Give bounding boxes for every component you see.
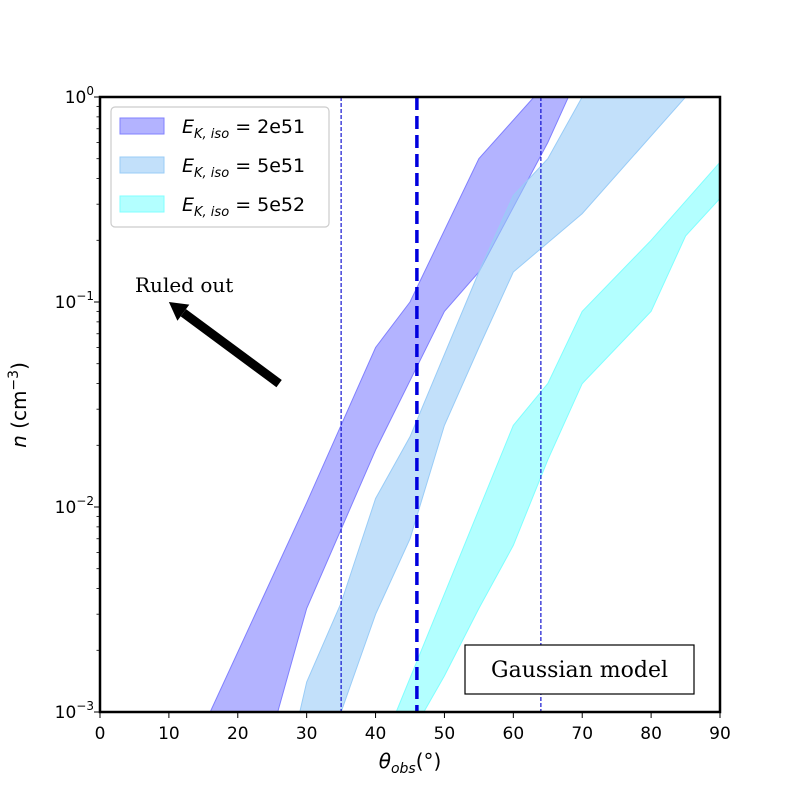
- model-label: Gaussian model: [491, 658, 668, 683]
- x-tick-label: 30: [296, 724, 318, 744]
- band-series-3: [395, 161, 720, 712]
- x-tick-label: 80: [640, 724, 662, 744]
- x-tick-label: 60: [503, 724, 525, 744]
- plot-frame: [98, 95, 722, 714]
- x-axis-ticks: 0 10 20 30 40 50 60 70 80 90: [95, 712, 731, 744]
- y-tick-label: 10−2: [55, 494, 94, 518]
- angle-reference-lines: [340, 97, 542, 712]
- y-tick-label: 10−1: [55, 289, 94, 313]
- legend-swatch-2: [119, 156, 165, 174]
- confidence-bands: [209, 97, 720, 712]
- ruled-out-arrow: [168, 302, 282, 388]
- x-tick-label: 90: [709, 724, 731, 744]
- x-tick-label: 0: [95, 724, 106, 744]
- legend-label-2: EK, iso = 5e51: [182, 155, 305, 181]
- x-tick-label: 20: [227, 724, 249, 744]
- band-series-1: [209, 97, 569, 712]
- legend: EK, iso = 2e51 EK, iso = 5e51 EK, iso = 5e…: [110, 106, 330, 228]
- x-tick-label: 50: [434, 724, 456, 744]
- ruled-out-label: Ruled out: [135, 273, 233, 297]
- model-label-box: Gaussian model: [464, 644, 695, 695]
- band-series-2: [299, 97, 687, 712]
- legend-label-1: EK, iso = 2e51: [182, 116, 305, 142]
- arrow-head: [168, 302, 190, 321]
- y-axis-ticks: 10−3 10−2 10−1 100: [55, 84, 100, 723]
- legend-swatch-3: [119, 195, 165, 213]
- x-axis-label: θobs(°): [379, 749, 442, 777]
- y-tick-label: 100: [65, 84, 94, 108]
- arrow-shaft: [180, 309, 282, 388]
- legend-label-3: EK, iso = 5e52: [182, 194, 305, 220]
- x-tick-label: 40: [365, 724, 387, 744]
- legend-frame: [110, 106, 330, 228]
- x-tick-label: 10: [158, 724, 180, 744]
- y-axis-label: n (cm−3): [6, 362, 31, 448]
- x-tick-label: 70: [571, 724, 593, 744]
- legend-swatch-1: [119, 117, 165, 135]
- y-tick-label: 10−3: [55, 699, 94, 723]
